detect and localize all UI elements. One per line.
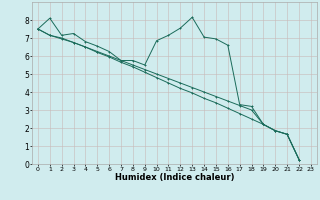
X-axis label: Humidex (Indice chaleur): Humidex (Indice chaleur) (115, 173, 234, 182)
